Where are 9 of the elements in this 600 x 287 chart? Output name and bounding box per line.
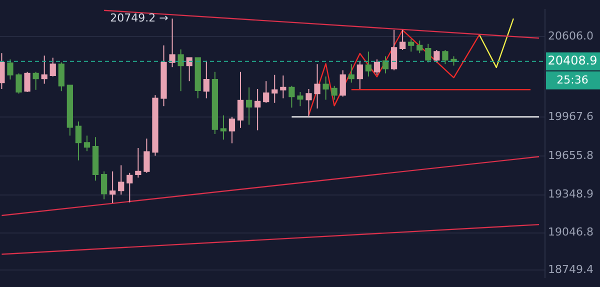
ref-line-label: 20408.9 bbox=[548, 54, 598, 68]
y-tick-label: 19046.8 bbox=[548, 226, 594, 239]
y-tick-label: 19967.6 bbox=[548, 110, 594, 123]
y-tick-label: 18749.4 bbox=[548, 263, 594, 276]
annotation: 20749.2 → bbox=[110, 11, 168, 24]
y-tick-label: 19348.9 bbox=[548, 188, 594, 201]
text: 25:36 bbox=[556, 73, 588, 86]
y-tick-label: 19655.8 bbox=[548, 149, 594, 162]
y-tick-label: 20606.0 bbox=[548, 30, 594, 43]
